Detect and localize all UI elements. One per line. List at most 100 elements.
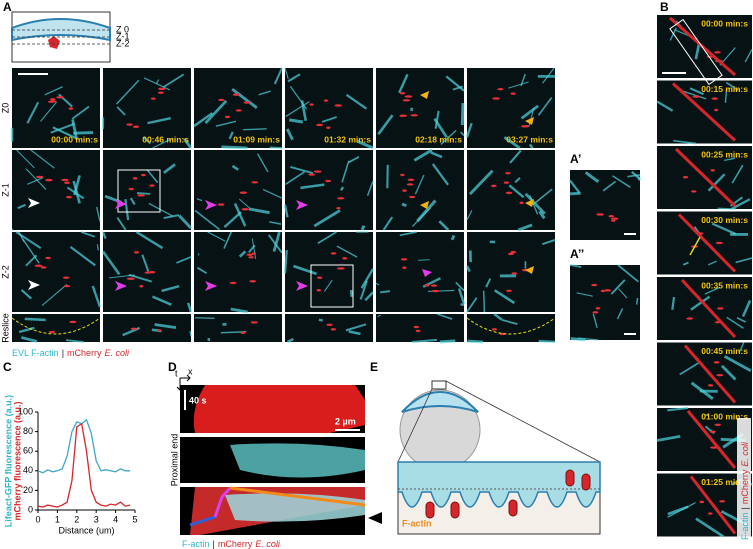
bacterium	[251, 252, 257, 255]
timestamp: 00:00 min:s	[51, 134, 98, 144]
timestamp: 01:00 min:s	[701, 411, 748, 421]
timestamp: 01:09 min:s	[233, 134, 280, 144]
actin-fiber	[20, 336, 38, 343]
timestamp: 02:18 min:s	[415, 134, 462, 144]
micrograph	[194, 68, 282, 148]
bacterium	[334, 104, 343, 107]
bacterium	[243, 101, 251, 104]
actin-fiber	[439, 339, 456, 344]
actin-fiber	[584, 171, 600, 184]
arrowhead	[28, 280, 40, 290]
actin-fiber	[723, 157, 735, 162]
actin-fiber	[413, 148, 433, 162]
actin-fiber	[128, 273, 153, 283]
actin-fiber	[269, 146, 283, 149]
actin-fiber	[163, 73, 185, 88]
x-tick-label: 2	[74, 514, 79, 524]
bacterium	[400, 258, 408, 261]
zoom-box	[431, 380, 447, 390]
actin-fiber	[176, 256, 192, 264]
bacterium	[595, 307, 601, 310]
actin-fiber	[720, 364, 737, 381]
caption-part: mCherry	[67, 348, 102, 358]
bacterium	[246, 253, 253, 256]
bacterium	[506, 289, 512, 293]
actin-fiber	[221, 145, 248, 150]
actin-fiber	[336, 245, 358, 258]
schematic-bacteria	[48, 36, 60, 49]
bacterium	[66, 195, 73, 199]
actin-fiber	[730, 198, 751, 211]
timestamp: 00:45 min:s	[701, 346, 748, 356]
micrograph	[12, 150, 100, 230]
actin-fiber	[520, 104, 539, 120]
y-tick-label: 80	[23, 426, 33, 436]
micrograph	[194, 150, 282, 230]
timestamp: 01:32 min:s	[324, 134, 371, 144]
timestamp: 00:46 min:s	[142, 134, 189, 144]
actin-fiber	[592, 313, 598, 329]
arrowhead	[28, 198, 40, 208]
bacterium	[610, 217, 619, 220]
actin-fiber	[96, 244, 99, 251]
bacterium	[326, 126, 331, 129]
actin-fiber	[41, 283, 68, 307]
micrograph	[467, 232, 555, 312]
row-label: Z-1	[0, 183, 10, 197]
bacterium	[126, 277, 135, 280]
timestamp: 03:27 min:s	[506, 134, 553, 144]
actin-fiber	[460, 102, 465, 126]
actin-fiber	[26, 101, 40, 124]
actin-fiber	[204, 99, 228, 124]
bacterium	[719, 500, 726, 503]
actin-fiber	[514, 177, 521, 184]
actin-fiber	[438, 220, 450, 231]
actin-fiber	[414, 174, 425, 195]
actin-fiber	[115, 79, 140, 105]
actin-fiber	[704, 287, 720, 295]
bacterium	[409, 195, 416, 199]
bacterium	[710, 169, 715, 172]
actin-fiber	[430, 151, 443, 159]
bacterium	[64, 181, 70, 184]
actin-fiber	[467, 339, 484, 344]
actin-fiber	[690, 295, 711, 311]
actin-fiber	[273, 67, 283, 85]
micrograph	[376, 232, 464, 312]
bacterium	[686, 317, 694, 320]
actin-fiber	[741, 299, 752, 317]
actin-fiber	[445, 75, 465, 92]
bacterium	[330, 252, 337, 255]
y-tick-label: 40	[23, 465, 33, 475]
arrowhead	[296, 200, 308, 210]
actin-fiber	[129, 197, 136, 206]
actin-fiber	[318, 318, 323, 322]
actin-fiber	[286, 337, 294, 344]
bacterium	[49, 98, 56, 101]
actin-fiber	[452, 85, 464, 91]
actin-fiber	[360, 268, 375, 289]
caption-part: mCherry	[218, 539, 253, 549]
bacterium	[600, 289, 606, 293]
bacterium	[717, 307, 724, 310]
actin-fiber	[576, 292, 593, 297]
zoom-lines	[397, 380, 601, 463]
actin-fiber	[528, 143, 534, 149]
bacterium	[130, 327, 138, 331]
panel-label: C	[3, 360, 12, 374]
bacterium	[714, 423, 721, 426]
actin-fiber	[541, 239, 556, 246]
trace	[213, 487, 232, 518]
bacterium	[148, 270, 156, 274]
bacterium	[450, 501, 460, 519]
actin-fiber	[485, 278, 492, 288]
arrowhead	[525, 266, 534, 274]
bacterium	[157, 91, 164, 94]
bacterium	[399, 92, 406, 95]
actin-fiber	[22, 239, 40, 264]
actin-fiber	[689, 87, 704, 96]
actin-fiber	[509, 149, 522, 164]
actin-fiber	[726, 316, 744, 329]
actin-fiber	[71, 119, 79, 140]
bacterium	[139, 285, 144, 288]
